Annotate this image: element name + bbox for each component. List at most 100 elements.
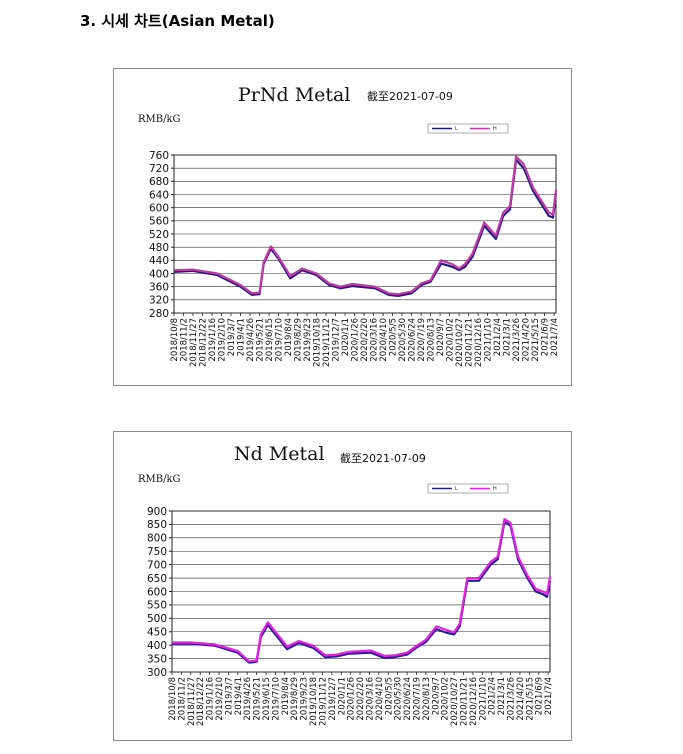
x-tick-label: 2019/1/16 xyxy=(206,677,216,721)
x-tick-label: 2020/1/1 xyxy=(341,318,351,356)
legend-box xyxy=(427,123,509,134)
x-tick-label: 2019/12/7 xyxy=(332,318,342,362)
x-tick-label: 2019/3/7 xyxy=(227,318,237,356)
x-tick-label: 2021/4/20 xyxy=(522,318,532,362)
x-tick-label: 2020/11/21 xyxy=(465,318,475,367)
y-tick-label: 850 xyxy=(147,519,167,531)
chart-subtitle: 截至2021-07-09 xyxy=(367,89,453,103)
x-tick-label: 2020/10/27 xyxy=(450,677,460,726)
x-tick-label: 2019/4/1 xyxy=(237,318,247,356)
y-tick-label: 280 xyxy=(149,308,169,320)
x-tick-label: 2019/2/10 xyxy=(215,677,225,721)
legend-label: L xyxy=(455,486,458,492)
x-tick-label: 2021/7/4 xyxy=(550,318,560,356)
x-tick-label: 2019/9/23 xyxy=(303,318,313,362)
x-tick-label: 2019/8/29 xyxy=(294,318,304,362)
x-tick-label: 2021/4/20 xyxy=(516,677,526,721)
x-tick-label: 2020/4/10 xyxy=(375,677,385,721)
y-tick-label: 440 xyxy=(149,255,169,267)
x-tick-label: 2019/7/10 xyxy=(271,677,281,721)
x-tick-label: 2020/11/21 xyxy=(459,677,469,726)
x-tick-label: 2021/2/4 xyxy=(493,318,503,356)
y-tick-label: 800 xyxy=(147,533,167,545)
x-tick-label: 2019/7/10 xyxy=(275,318,285,362)
x-tick-label: 2020/3/16 xyxy=(365,677,375,721)
x-tick-label: 2020/5/5 xyxy=(384,677,394,715)
y-tick-label: 650 xyxy=(147,573,167,585)
y-tick-label: 400 xyxy=(149,268,169,280)
x-tick-label: 2019/11/12 xyxy=(318,677,328,726)
x-tick-label: 2021/1/10 xyxy=(484,318,494,362)
y-tick-label: 450 xyxy=(147,627,167,639)
x-tick-label: 2020/1/26 xyxy=(347,677,357,721)
x-tick-label: 2021/6/9 xyxy=(535,677,545,715)
y-tick-label: 550 xyxy=(147,600,167,612)
x-tick-label: 2020/2/20 xyxy=(360,318,370,362)
x-tick-label: 2021/6/9 xyxy=(541,318,551,356)
y-tick-label: 900 xyxy=(147,506,167,518)
y-tick-label: 760 xyxy=(149,150,169,162)
x-tick-label: 2020/1/26 xyxy=(351,318,361,362)
x-tick-label: 2020/8/13 xyxy=(422,677,432,721)
x-tick-label: 2020/9/7 xyxy=(431,677,441,715)
section-heading: 3. 시세 차트(Asian Metal) xyxy=(80,12,275,30)
y-tick-label: 300 xyxy=(147,667,167,679)
x-tick-label: 2021/2/4 xyxy=(488,677,498,715)
x-tick-label: 2019/6/15 xyxy=(265,318,275,362)
x-tick-label: 2020/1/1 xyxy=(337,677,347,715)
x-tick-label: 2018/11/27 xyxy=(187,677,197,726)
x-tick-label: 2021/3/26 xyxy=(512,318,522,362)
chart-title: Nd Metal xyxy=(234,443,325,465)
x-tick-label: 2020/12/16 xyxy=(474,318,484,367)
x-tick-label: 2020/10/2 xyxy=(446,318,456,362)
legend-label: H xyxy=(493,486,497,492)
x-tick-label: 2019/2/10 xyxy=(218,318,228,362)
x-tick-label: 2019/10/18 xyxy=(313,318,323,367)
x-tick-label: 2019/1/16 xyxy=(208,318,218,362)
x-tick-label: 2020/2/20 xyxy=(356,677,366,721)
legend-label: H xyxy=(493,126,497,132)
chart-title: PrNd Metal xyxy=(238,84,350,106)
nd-metal-chart: Nd Metal 截至2021-07-09 RMB/kG L H 300 350 400 450… xyxy=(113,431,572,741)
y-tick-label: 520 xyxy=(149,229,169,241)
x-tick-label: 2021/3/1 xyxy=(503,318,513,356)
y-axis-unit: RMB/kG xyxy=(138,474,181,485)
x-tick-label: 2021/3/26 xyxy=(507,677,517,721)
x-tick-label: 2020/7/19 xyxy=(417,318,427,362)
x-tick-label: 2019/10/18 xyxy=(309,677,319,726)
x-tick-label: 2018/12/22 xyxy=(199,318,209,367)
y-axis-unit: RMB/kG xyxy=(138,114,181,125)
legend-label: L xyxy=(455,126,458,132)
x-tick-label: 2018/10/8 xyxy=(168,677,178,721)
x-tick-label: 2019/11/12 xyxy=(322,318,332,367)
x-tick-label: 2019/9/23 xyxy=(300,677,310,721)
y-tick-label: 750 xyxy=(147,546,167,558)
x-tick-label: 2020/5/30 xyxy=(398,318,408,362)
x-tick-label: 2018/11/2 xyxy=(180,318,190,362)
y-tick-label: 320 xyxy=(149,295,169,307)
x-tick-label: 2020/9/7 xyxy=(436,318,446,356)
y-tick-label: 560 xyxy=(149,216,169,228)
x-tick-label: 2020/6/24 xyxy=(408,318,418,362)
x-tick-label: 2020/12/16 xyxy=(469,677,479,726)
x-tick-label: 2019/5/21 xyxy=(256,318,266,362)
x-tick-label: 2021/5/15 xyxy=(525,677,535,721)
y-tick-label: 600 xyxy=(149,202,169,214)
chart-subtitle: 截至2021-07-09 xyxy=(340,451,426,465)
x-tick-label: 2020/4/10 xyxy=(379,318,389,362)
series-line-H xyxy=(172,517,552,663)
x-tick-label: 2019/6/15 xyxy=(262,677,272,721)
legend-box xyxy=(427,483,509,494)
series-line-H xyxy=(173,155,558,296)
x-tick-label: 2018/11/27 xyxy=(189,318,199,367)
y-tick-label: 640 xyxy=(149,189,169,201)
x-tick-label: 2020/10/2 xyxy=(441,677,451,721)
x-tick-label: 2018/11/2 xyxy=(177,677,187,721)
y-tick-label: 350 xyxy=(147,653,167,665)
y-tick-label: 360 xyxy=(149,281,169,293)
x-tick-label: 2020/3/16 xyxy=(370,318,380,362)
x-tick-label: 2021/3/1 xyxy=(497,677,507,715)
x-tick-label: 2019/8/4 xyxy=(281,677,291,715)
